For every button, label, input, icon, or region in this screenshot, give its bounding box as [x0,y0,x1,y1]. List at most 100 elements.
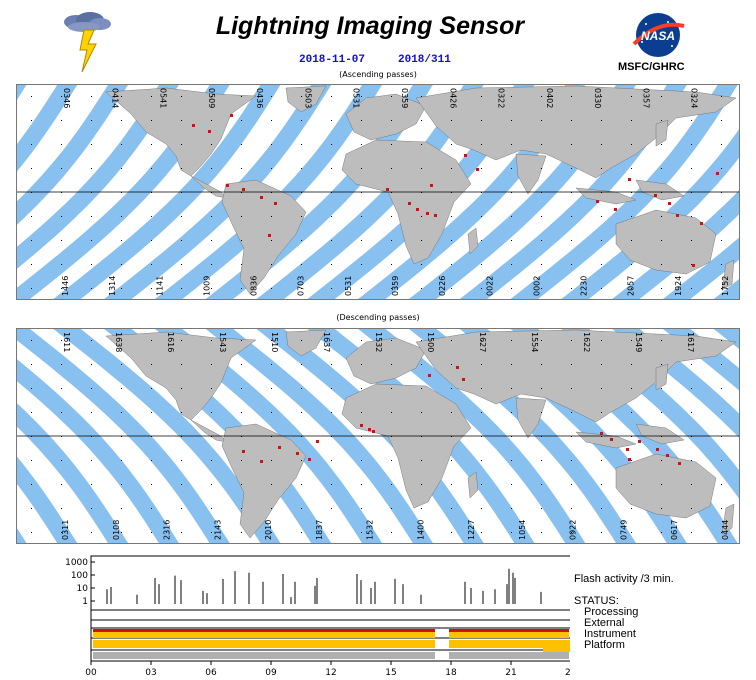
grid-dot [181,120,182,121]
orbit-time-label: 1314 [108,276,117,296]
grid-dot [511,532,512,533]
grid-dot [541,412,542,413]
grid-dot [721,508,722,509]
lightning-flash [230,114,233,117]
grid-dot [421,192,422,193]
grid-dot [721,96,722,97]
orbit-time-label: 1009 [202,276,211,296]
grid-dot [61,460,62,461]
grid-dot [121,96,122,97]
orbit-swath [661,328,740,392]
grid-dot [511,508,512,509]
grid-dot [241,388,242,389]
grid-dot [421,340,422,341]
orbit-swath [52,84,282,300]
y-tick-label: 100 [71,571,88,581]
descending-passes-map: 1611 1638 1616 1543 1510 1637 1532 1500 1627 1554… [16,328,740,544]
grid-dot [361,508,362,509]
grid-dot [151,460,152,461]
grid-dot [541,144,542,145]
grid-dot [481,484,482,485]
grid-dot [61,532,62,533]
grid-dot [631,96,632,97]
grid-dot [241,216,242,217]
grid-dot [121,460,122,461]
grid-dot [271,412,272,413]
grid-dot [91,168,92,169]
orbit-time-label: 0749 [620,520,629,540]
grid-dot [301,388,302,389]
grid-dot [571,460,572,461]
grid-dot [271,388,272,389]
grid-dot [241,484,242,485]
grid-dot [481,96,482,97]
grid-dot [451,460,452,461]
orbit-time-label: 2316 [163,520,172,540]
grid-dot [211,364,212,365]
grid-dot [121,484,122,485]
grid-dot [601,240,602,241]
status-external-label: External [584,617,625,629]
grid-dot [361,388,362,389]
grid-dot [661,144,662,145]
grid-dot [721,264,722,265]
grid-dot [631,532,632,533]
grid-dot [331,144,332,145]
grid-dot [721,192,722,193]
grid-dot [271,508,272,509]
grid-dot [121,436,122,437]
x-tick-label: 15 [385,668,396,678]
orbit-time-label: 0922 [569,520,578,540]
grid-dot [571,508,572,509]
grid-dot [541,288,542,289]
grid-dot [361,484,362,485]
grid-dot [391,240,392,241]
grid-dot [601,532,602,533]
grid-dot [211,412,212,413]
orbit-time-label: 0108 [112,520,121,540]
grid-dot [541,532,542,533]
grid-dot [481,240,482,241]
svg-text:NASA: NASA [641,29,675,43]
grid-dot [421,216,422,217]
grid-dot [721,168,722,169]
grid-dot [331,340,332,341]
grid-dot [601,264,602,265]
lightning-flash [268,234,271,237]
grid-dot [421,96,422,97]
ascending-passes-map: 0346 0414 0541 0509 0436 0503 0531 0359 0426 0322… [16,84,740,300]
lightning-flash [242,188,245,191]
grid-dot [151,412,152,413]
grid-dot [301,192,302,193]
grid-dot [271,168,272,169]
grid-dot [511,436,512,437]
page-title: Lightning Imaging Sensor [215,12,525,40]
grid-dot [301,436,302,437]
grid-dot [31,288,32,289]
grid-dot [721,436,722,437]
lightning-flash [476,168,479,171]
grid-dot [661,508,662,509]
grid-dot [181,532,182,533]
grid-dot [331,216,332,217]
grid-dot [601,388,602,389]
grid-dot [691,192,692,193]
grid-dot [91,264,92,265]
orbit-time-label: 0002 [532,276,541,296]
grid-dot [451,96,452,97]
orbit-time-label: 0352 [738,88,740,108]
grid-dot [211,436,212,437]
grid-dot [151,388,152,389]
lightning-flash [428,374,431,377]
grid-dot [121,264,122,265]
flash-activity-timeseries: 1000 100 10 1 00 03 06 09 12 15 18 21 24 (UTC) [65,555,570,678]
orbit-time-label: 1617 [686,332,695,352]
grid-dot [31,96,32,97]
grid-dot [151,264,152,265]
orbit-swath [16,402,129,544]
grid-dot [271,192,272,193]
grid-dot [511,364,512,365]
grid-dot [211,388,212,389]
grid-dot [91,508,92,509]
grid-dot [331,120,332,121]
